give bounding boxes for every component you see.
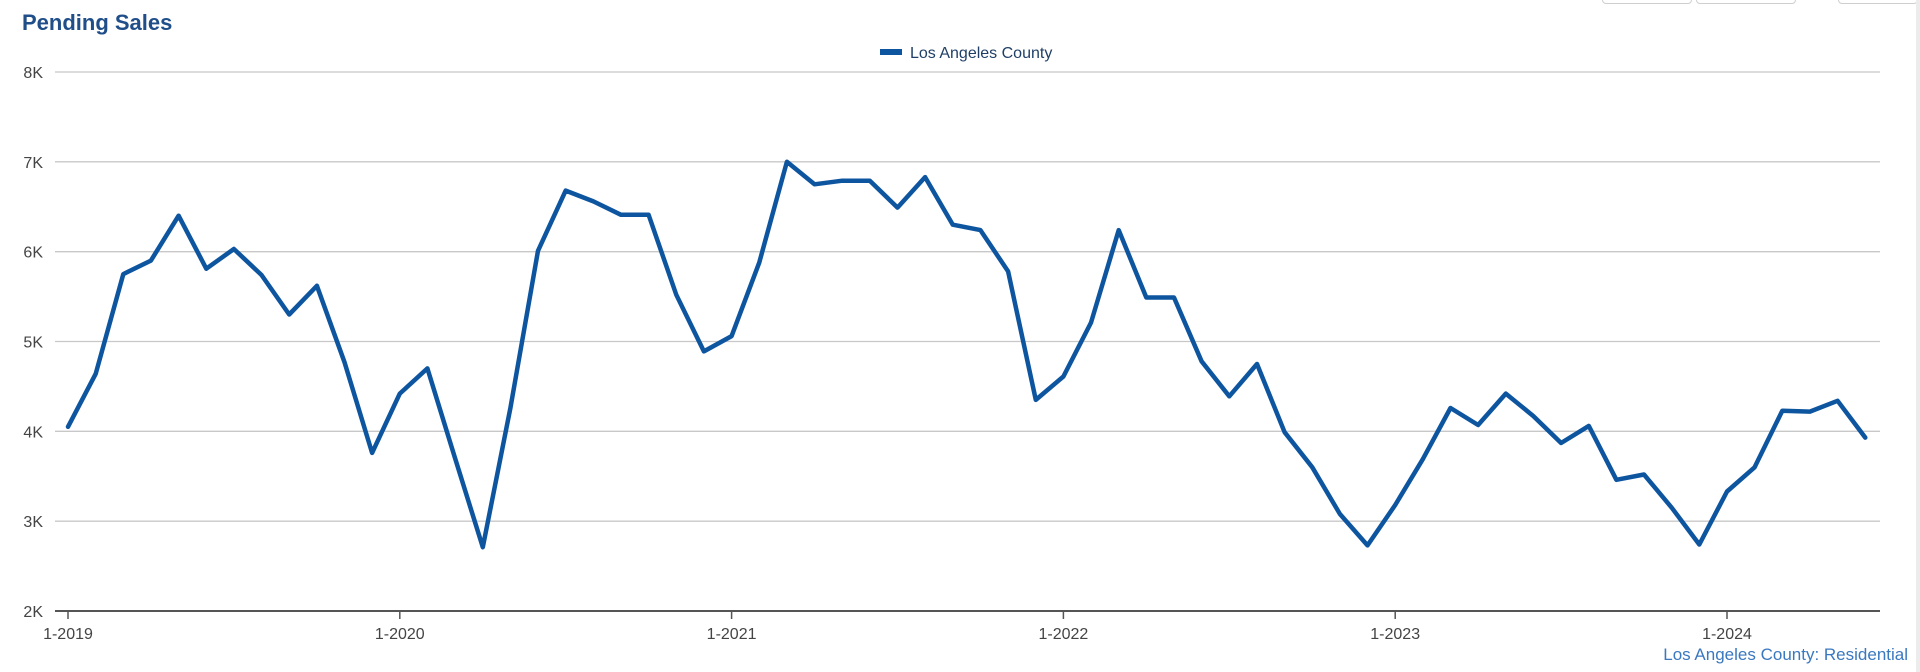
chart-title: Pending Sales [22, 10, 173, 35]
y-axis: 2K 3K 4K 5K 6K 7K 8K [23, 65, 43, 621]
series-layer [65, 159, 1868, 550]
x-tick-label: 1-2020 [375, 626, 425, 643]
x-tick-label: 1-2024 [1702, 626, 1752, 643]
legend-label: Los Angeles County [910, 45, 1052, 62]
y-tick-label: 8K [23, 65, 43, 82]
legend[interactable]: Los Angeles County [880, 45, 1052, 62]
legend-swatch [880, 49, 902, 55]
series-line [65, 159, 1868, 550]
x-axis: 1-2019 1-2020 1-2021 1-2022 1-2023 1-2024 [43, 610, 1880, 643]
x-tick-label: 1-2023 [1370, 626, 1420, 643]
scrollbar[interactable] [1916, 0, 1920, 672]
source-label[interactable]: Los Angeles County: Residential [1663, 645, 1908, 664]
y-tick-label: 5K [23, 335, 43, 352]
y-tick-label: 3K [23, 514, 43, 531]
y-tick-label: 2K [23, 604, 43, 621]
x-tick-label: 1-2022 [1038, 626, 1088, 643]
y-tick-label: 4K [23, 424, 43, 441]
grid-lines [55, 71, 1880, 522]
y-tick-label: 7K [23, 155, 43, 172]
y-tick-label: 6K [23, 245, 43, 262]
x-tick-label: 1-2019 [43, 626, 93, 643]
x-tick-label: 1-2021 [707, 626, 757, 643]
